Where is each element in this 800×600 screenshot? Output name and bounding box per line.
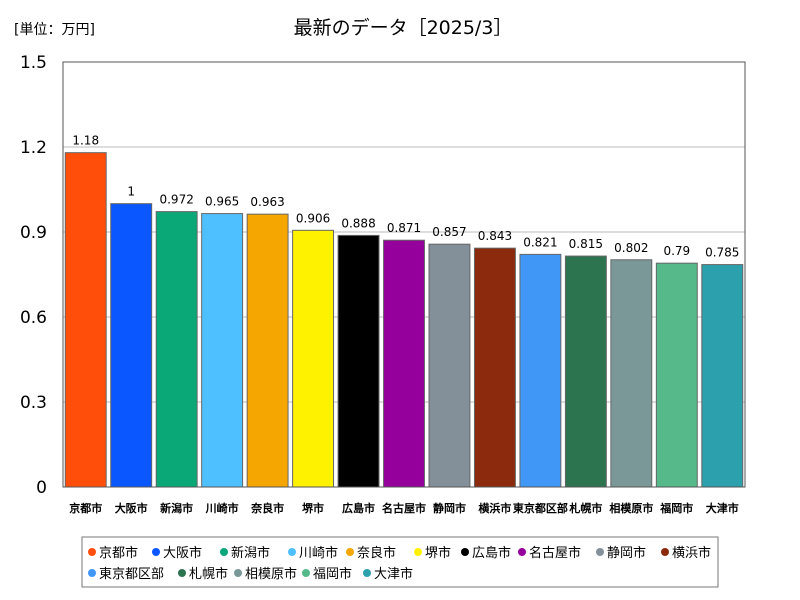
data-label: 0.963 xyxy=(250,195,284,209)
bar xyxy=(519,253,562,488)
x-tick-label: 新潟市 xyxy=(160,501,193,515)
bar xyxy=(155,211,198,488)
legend-item: 静岡市 xyxy=(607,545,646,561)
data-label: 0.821 xyxy=(523,235,557,249)
legend-item: 京都市 xyxy=(99,545,138,561)
data-label: 0.79 xyxy=(663,244,690,258)
y-tick-label: 0.6 xyxy=(20,308,47,328)
legend-item: 大阪市 xyxy=(163,545,202,561)
data-label: 0.843 xyxy=(478,229,512,243)
data-labels: 1.18 1 0.972 0.965 0.963 0.906 0.888 0.871 0.857… xyxy=(72,134,739,260)
bar xyxy=(473,247,516,488)
bar xyxy=(610,259,653,488)
legend-item: 大津市 xyxy=(374,566,413,582)
legend-marker xyxy=(596,548,604,556)
data-label: 0.871 xyxy=(387,221,421,235)
x-tick-label: 札幌市 xyxy=(568,501,602,515)
data-label: 0.972 xyxy=(159,193,193,207)
unit-label: [単位：万円] xyxy=(14,22,95,38)
x-tick-label: 福岡市 xyxy=(659,501,693,515)
bar xyxy=(246,213,289,488)
x-tick-label: 大阪市 xyxy=(115,501,148,515)
data-label: 0.802 xyxy=(614,241,648,255)
x-axis: 京都市 大阪市 新潟市 川崎市 奈良市 堺市 広島市 名古屋市 静岡市 横浜市 東京都区部 札幌市 相模… xyxy=(69,501,739,515)
legend-marker xyxy=(220,548,228,556)
data-label: 1.18 xyxy=(72,134,99,148)
legend-item: 川崎市 xyxy=(299,545,338,561)
legend-item: 新潟市 xyxy=(231,545,270,561)
bar xyxy=(110,203,153,488)
legend-marker xyxy=(461,548,469,556)
legend-item: 東京都区部 xyxy=(99,566,164,582)
bar xyxy=(428,243,471,488)
bars xyxy=(64,152,744,488)
x-tick-label: 川崎市 xyxy=(205,501,239,515)
x-tick-label: 広島市 xyxy=(342,501,375,515)
legend-item: 名古屋市 xyxy=(529,545,581,561)
legend-item: 横浜市 xyxy=(672,545,711,561)
data-label: 0.857 xyxy=(432,225,466,239)
legend-marker xyxy=(88,569,96,577)
legend-item: 奈良市 xyxy=(357,545,396,561)
x-tick-label: 大津市 xyxy=(706,501,739,515)
x-tick-label: 奈良市 xyxy=(250,501,284,515)
legend-marker xyxy=(363,569,371,577)
legend-marker xyxy=(346,548,354,556)
legend-item: 福岡市 xyxy=(313,566,352,582)
bar xyxy=(383,239,425,488)
y-axis: 0 0.3 0.6 0.9 1.2 1.5 xyxy=(20,53,47,498)
y-tick-label: 1.2 xyxy=(20,138,47,158)
legend-item: 広島市 xyxy=(472,545,511,561)
legend-marker xyxy=(661,548,669,556)
legend-box xyxy=(81,536,719,588)
x-tick-label: 堺市 xyxy=(302,501,324,515)
y-tick-label: 1.5 xyxy=(20,53,47,73)
legend-marker xyxy=(178,569,186,577)
plot-area-frame xyxy=(62,61,746,488)
legend-item: 相模原市 xyxy=(245,566,297,582)
x-tick-label: 京都市 xyxy=(69,501,102,515)
y-tick-label: 0.3 xyxy=(20,393,47,413)
bar xyxy=(655,262,698,488)
legend-item: 札幌市 xyxy=(189,566,228,582)
bar xyxy=(701,264,744,488)
legend-marker xyxy=(302,569,310,577)
bar xyxy=(64,152,107,488)
legend-marker xyxy=(234,569,242,577)
data-label: 1 xyxy=(127,185,135,199)
x-tick-label: 横浜市 xyxy=(478,501,511,515)
x-tick-label: 静岡市 xyxy=(433,501,466,515)
x-tick-label: 相模原市 xyxy=(609,501,653,515)
legend-marker xyxy=(288,548,296,556)
legend-marker xyxy=(152,548,160,556)
legend-marker xyxy=(88,548,96,556)
bar xyxy=(201,213,244,488)
y-tick-label: 0 xyxy=(36,478,47,498)
bar xyxy=(564,255,607,488)
bar xyxy=(337,234,380,488)
data-label: 0.888 xyxy=(341,216,375,230)
data-label: 0.785 xyxy=(705,246,739,260)
legend-marker xyxy=(414,548,422,556)
legend-item: 堺市 xyxy=(425,545,451,561)
chart-title: 最新のデータ［2025/3］ xyxy=(294,17,513,39)
x-tick-label: 東京都区部 xyxy=(513,501,568,515)
x-tick-label: 名古屋市 xyxy=(382,501,426,515)
data-label: 0.815 xyxy=(569,237,603,251)
legend-marker xyxy=(518,548,526,556)
bar xyxy=(292,229,335,488)
y-tick-label: 0.9 xyxy=(20,223,47,243)
data-label: 0.906 xyxy=(296,211,330,225)
data-label: 0.965 xyxy=(205,195,239,209)
